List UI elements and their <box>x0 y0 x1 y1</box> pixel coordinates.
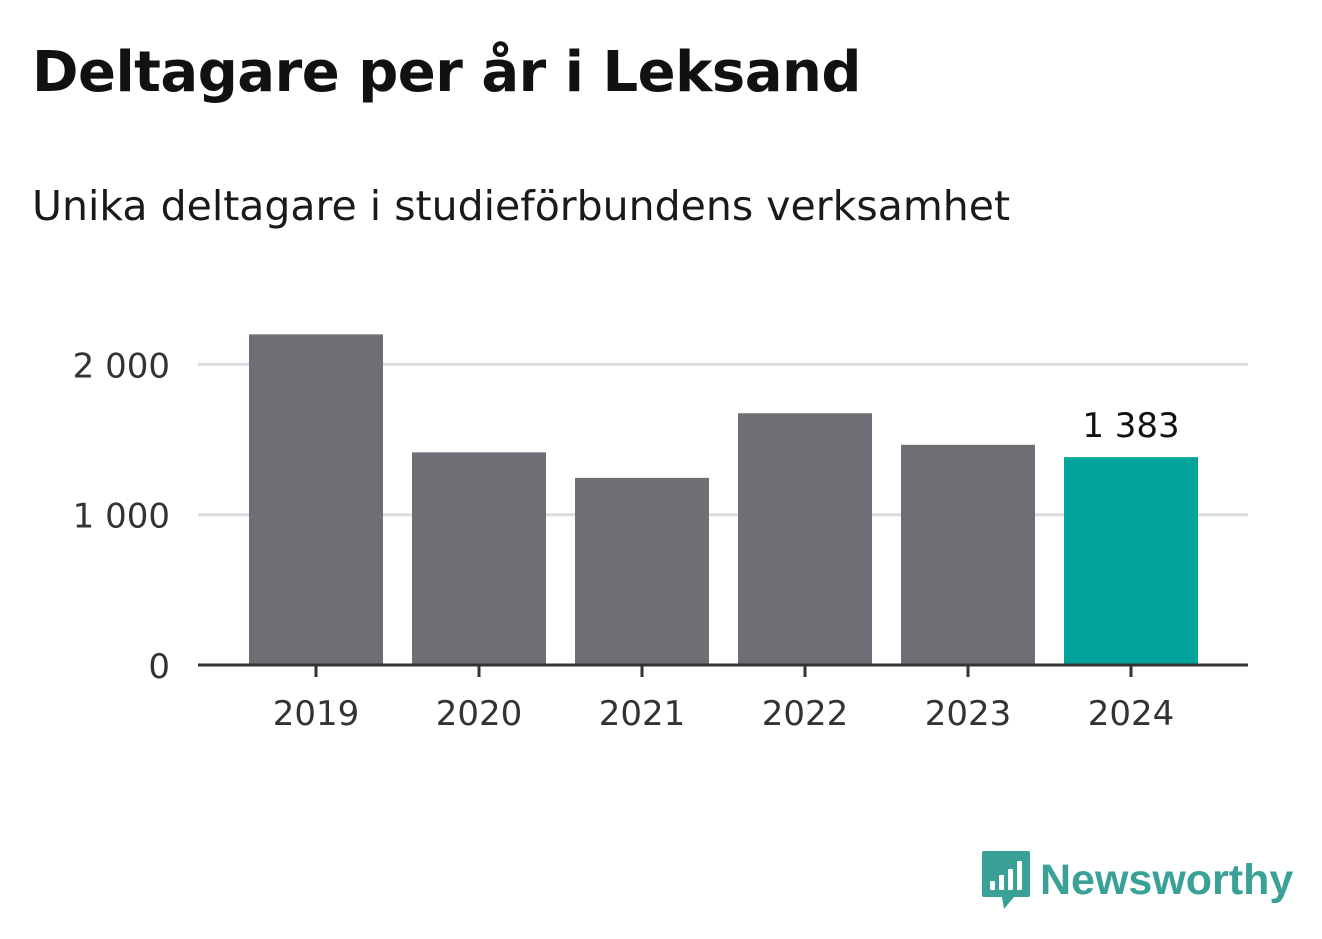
y-tick-label: 2 000 <box>73 346 170 386</box>
axes <box>198 663 1248 677</box>
newsworthy-logo-icon <box>982 851 1030 909</box>
x-tick-label: 2024 <box>1088 694 1175 734</box>
y-tick-label: 1 000 <box>73 497 170 537</box>
x-tick-label: 2019 <box>273 694 360 734</box>
brand-logo: Newsworthy <box>980 848 1293 912</box>
labels: 0 1 000 2 000 2019 2020 2021 2022 2023 2024 1 383 <box>73 346 1180 734</box>
bars <box>249 334 1198 665</box>
chart-subtitle: Unika deltagare i studieförbundens verks… <box>32 182 1011 230</box>
x-tick-label: 2023 <box>925 694 1012 734</box>
bar-chart: 0 1 000 2 000 2019 2020 2021 2022 2023 2024 1 383 <box>73 334 1248 734</box>
chart-title: Deltagare per år i Leksand <box>32 40 861 105</box>
brand-name: Newsworthy <box>1040 855 1294 904</box>
bar-2023 <box>901 444 1035 665</box>
x-tick-label: 2022 <box>762 694 849 734</box>
data-label: 1 383 <box>1082 406 1179 446</box>
x-tick-label: 2020 <box>436 694 523 734</box>
bar-2022 <box>738 413 872 665</box>
y-tick-label: 0 <box>148 647 170 687</box>
bar-2024 <box>1064 457 1198 665</box>
x-tick-label: 2021 <box>599 694 686 734</box>
bar-2019 <box>249 334 383 665</box>
bar-2021 <box>575 477 709 665</box>
bar-2020 <box>412 452 546 665</box>
